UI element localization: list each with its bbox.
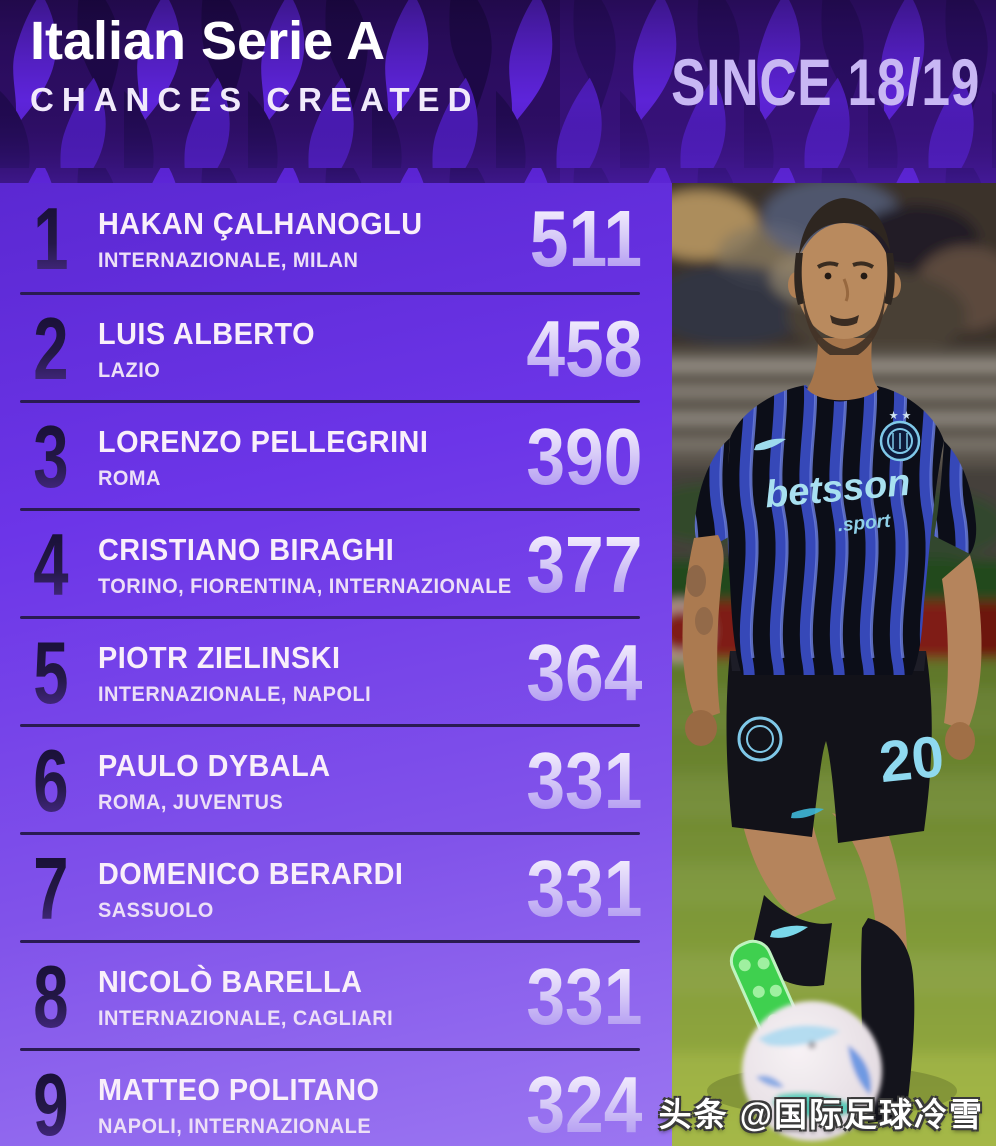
player-name: DOMENICO BERARDI: [98, 855, 404, 891]
rank-number: 5: [30, 629, 72, 717]
title-block: Italian Serie A CHANCES CREATED: [30, 11, 480, 119]
jersey-sponsor-sub-text: .sport: [837, 511, 892, 537]
table-row: 3 LORENZO PELLEGRINI ROMA 390: [0, 403, 672, 511]
table-row: 1 HAKAN ÇALHANOGLU INTERNAZIONALE, MILAN…: [0, 183, 672, 295]
player-name: LUIS ALBERTO: [98, 315, 316, 351]
table-row: 4 CRISTIANO BIRAGHI TORINO, FIORENTINA, …: [0, 511, 672, 619]
player-teams: ROMA, JUVENTUS: [98, 790, 284, 814]
player-name: HAKAN ÇALHANOGLU: [98, 205, 423, 241]
rank-number: 8: [30, 953, 72, 1041]
rank-number: 6: [30, 737, 72, 825]
chances-value: 511: [529, 194, 642, 283]
player-teams: ROMA: [98, 466, 161, 490]
page-subtitle: CHANCES CREATED: [30, 81, 480, 119]
player-head: [788, 198, 901, 401]
chances-value: 390: [525, 412, 642, 501]
table-row: 6 PAULO DYBALA ROMA, JUVENTUS 331: [0, 727, 672, 835]
table-row: 8 NICOLÒ BARELLA INTERNAZIONALE, CAGLIAR…: [0, 943, 672, 1051]
since-label: SINCE 18/19: [670, 45, 980, 119]
player-arms: [682, 535, 982, 760]
player-name: PIOTR ZIELINSKI: [98, 639, 341, 675]
player-name: PAULO DYBALA: [98, 747, 331, 783]
table-row: 2 LUIS ALBERTO LAZIO 458: [0, 295, 672, 403]
player-name: CRISTIANO BIRAGHI: [98, 531, 395, 567]
rank-number: 3: [30, 413, 72, 501]
player-teams: INTERNAZIONALE, NAPOLI: [98, 682, 372, 706]
inter-badge-shorts-icon: [737, 716, 783, 762]
star-icons: ★ ★: [889, 410, 912, 422]
chances-value: 331: [525, 952, 642, 1041]
nike-swoosh-shorts-icon: [791, 808, 824, 819]
rank-number: 4: [30, 521, 72, 609]
chances-value: 331: [525, 736, 642, 825]
player-teams: NAPOLI, INTERNAZIONALE: [98, 1114, 372, 1138]
player-shorts: 20: [726, 651, 947, 843]
header: Italian Serie A CHANCES CREATED SINCE 18…: [0, 0, 996, 183]
rank-number: 1: [30, 195, 72, 283]
inter-badge-icon: [879, 420, 921, 462]
player-info: MATTEO POLITANO NAPOLI, INTERNAZIONALE: [88, 1072, 509, 1139]
player-teams: INTERNAZIONALE, CAGLIARI: [98, 1006, 394, 1030]
player-info: LORENZO PELLEGRINI ROMA: [88, 424, 509, 491]
header-pattern-decor: [0, 0, 996, 183]
player-info: CRISTIANO BIRAGHI TORINO, FIORENTINA, IN…: [88, 531, 512, 599]
player-teams: LAZIO: [98, 358, 161, 382]
shorts-number: 20: [876, 724, 947, 795]
nike-swoosh-icon: [754, 438, 786, 451]
rank-number: 2: [30, 305, 72, 393]
nike-swoosh-sock-icon: [770, 925, 808, 938]
chances-value: 364: [525, 628, 642, 717]
rank-number: 7: [30, 845, 72, 933]
player-name: NICOLÒ BARELLA: [98, 963, 363, 999]
player-name: MATTEO POLITANO: [98, 1071, 380, 1107]
player-info: PIOTR ZIELINSKI INTERNAZIONALE, NAPOLI: [88, 640, 509, 707]
player-info: HAKAN ÇALHANOGLU INTERNAZIONALE, MILAN: [88, 206, 513, 273]
player-figure: 20 ★ ★ betsson: [682, 198, 982, 1141]
chances-value: 324: [525, 1060, 642, 1146]
football: [742, 1001, 882, 1141]
toutiao-watermark: 头条 @国际足球冷雪: [658, 1096, 984, 1133]
player-info: NICOLÒ BARELLA INTERNAZIONALE, CAGLIARI: [88, 964, 509, 1031]
page-title: Italian Serie A: [30, 11, 386, 71]
player-teams: INTERNAZIONALE, MILAN: [98, 248, 359, 272]
ranking-list: 1 HAKAN ÇALHANOGLU INTERNAZIONALE, MILAN…: [0, 183, 672, 1146]
player-teams: TORINO, FIORENTINA, INTERNAZIONALE: [98, 574, 512, 598]
player-info: PAULO DYBALA ROMA, JUVENTUS: [88, 748, 509, 815]
player-name: LORENZO PELLEGRINI: [98, 423, 429, 459]
rank-number: 9: [30, 1061, 72, 1146]
table-row: 9 MATTEO POLITANO NAPOLI, INTERNAZIONALE…: [0, 1051, 672, 1146]
table-row: 5 PIOTR ZIELINSKI INTERNAZIONALE, NAPOLI…: [0, 619, 672, 727]
player-info: DOMENICO BERARDI SASSUOLO: [88, 856, 509, 923]
player-photo: 20 ★ ★ betsson: [672, 183, 996, 1146]
chances-value: 458: [525, 304, 642, 393]
chances-value: 331: [525, 844, 642, 933]
player-jersey: ★ ★ betsson .sport: [694, 385, 977, 675]
chances-value: 377: [525, 520, 642, 609]
player-info: LUIS ALBERTO LAZIO: [88, 316, 509, 383]
player-teams: SASSUOLO: [98, 898, 214, 922]
table-row: 7 DOMENICO BERARDI SASSUOLO 331: [0, 835, 672, 943]
